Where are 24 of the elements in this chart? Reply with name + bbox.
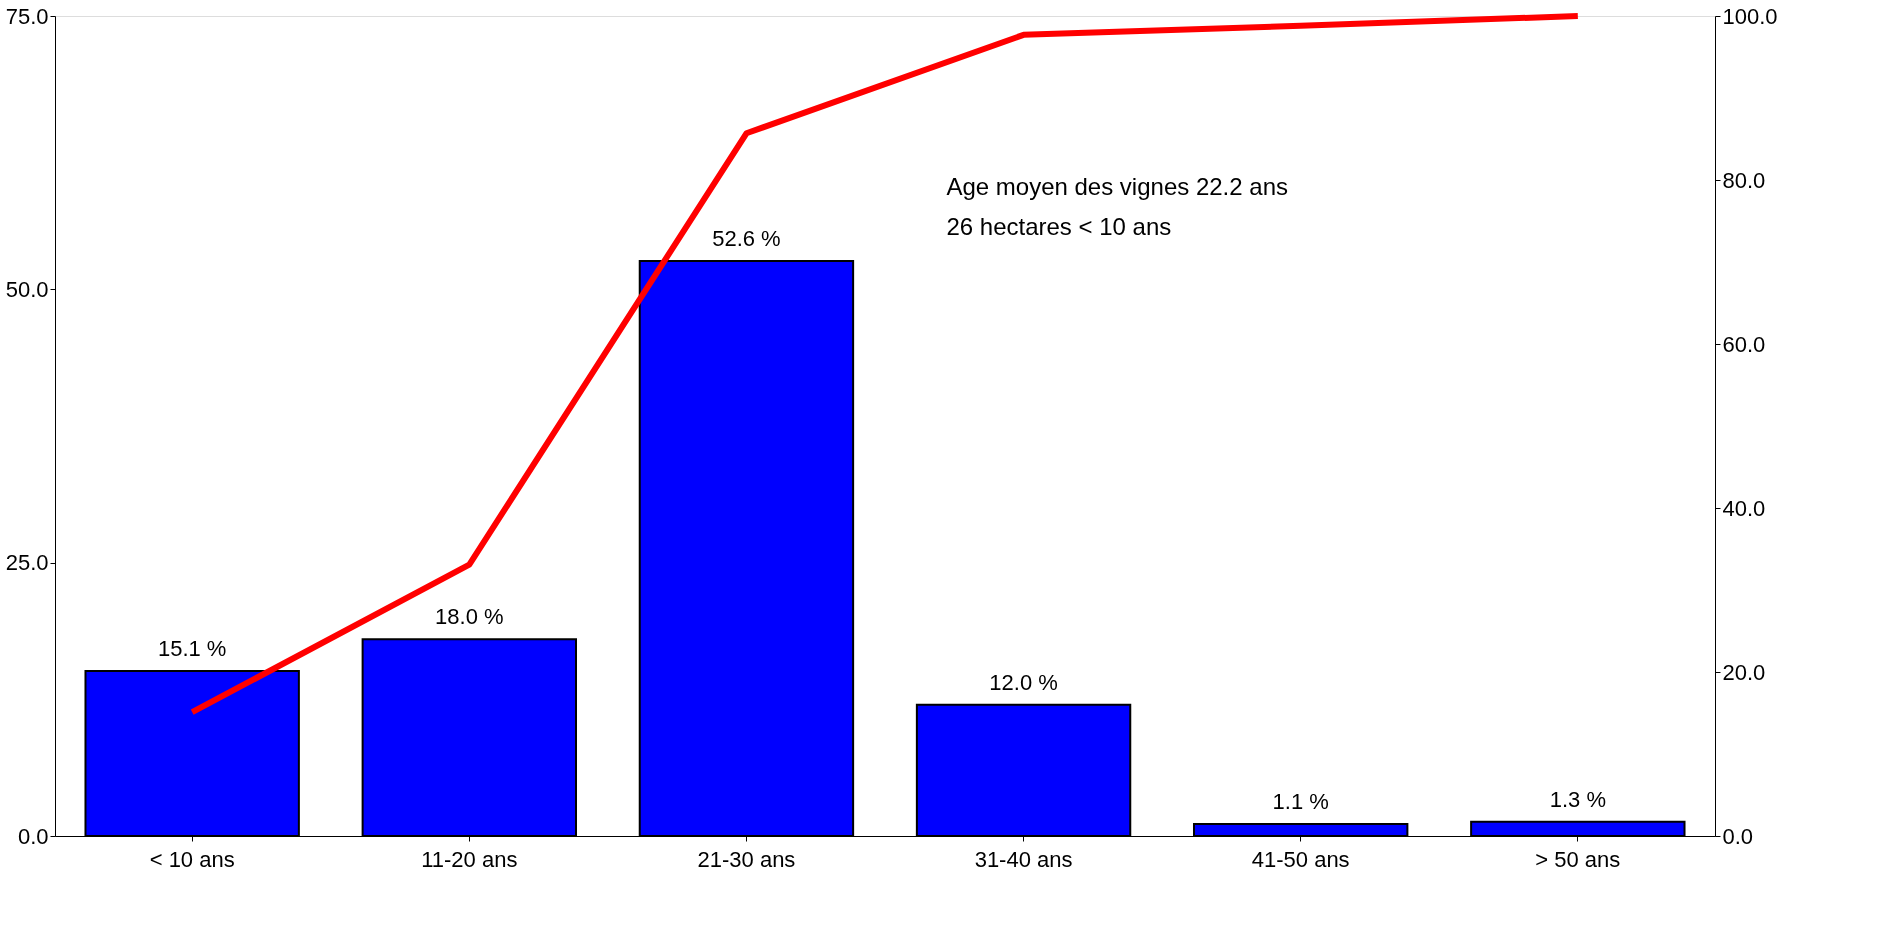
x-tick-label: 11-20 ans (421, 846, 518, 872)
x-tick-label: < 10 ans (149, 846, 235, 872)
y-tick-label: 0.0 (17, 823, 49, 849)
y-tick-label: 75.0 (5, 3, 49, 29)
data-label: 15.1 % (157, 635, 227, 661)
y-tick-label: 25.0 (5, 550, 49, 576)
y2-tick-label: 20.0 (1722, 659, 1766, 685)
y2-tick-label: 40.0 (1722, 495, 1766, 521)
data-label: 52.6 % (712, 225, 781, 251)
data-label: 18.0 % (435, 604, 504, 630)
x-tick-label: 21-30 ans (697, 846, 796, 872)
annotation: 26 hectares < 10 ans (946, 213, 1172, 241)
annotation: Age moyen des vignes 22.2 ans (946, 173, 1288, 201)
y2-tick-label: 60.0 (1722, 331, 1766, 357)
x-tick-label: 31-40 ans (974, 846, 1073, 872)
data-label: 12.0 % (989, 669, 1058, 695)
x-tick-label: 41-50 ans (1251, 846, 1350, 872)
data-label: 1.3 % (1549, 786, 1606, 812)
y2-tick-label: 0.0 (1722, 823, 1754, 849)
x-tick-label: > 50 ans (1535, 846, 1621, 872)
data-label: 1.1 % (1272, 788, 1329, 814)
y-tick-label: 50.0 (5, 276, 49, 302)
y2-tick-label: 100.0 (1722, 3, 1778, 29)
y2-tick-label: 80.0 (1722, 167, 1766, 193)
